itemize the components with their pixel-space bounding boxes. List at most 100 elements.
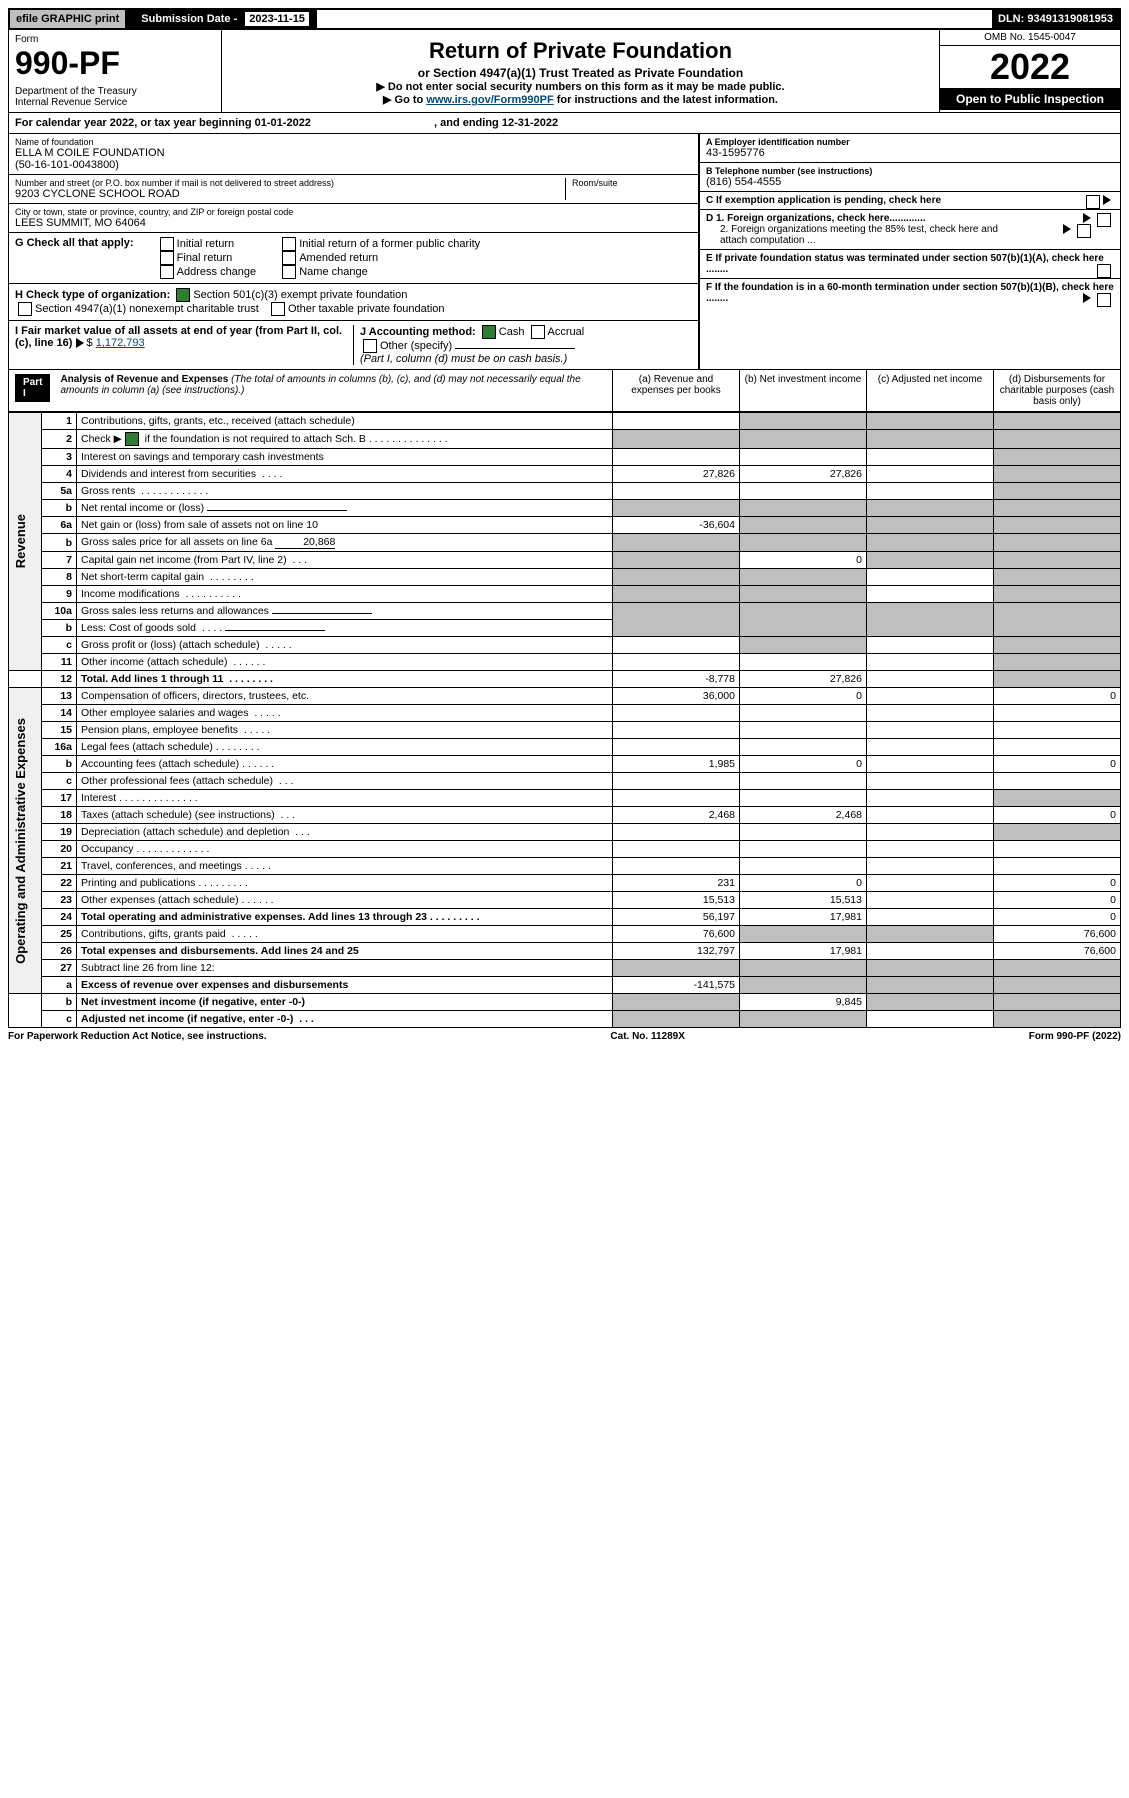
chk-f[interactable] xyxy=(1097,293,1111,307)
col-c-header: (c) Adjusted net income xyxy=(866,370,993,411)
main-table: Revenue 1Contributions, gifts, grants, e… xyxy=(8,412,1121,1028)
form-title: Return of Private Foundation xyxy=(228,38,933,64)
l18-b: 2,468 xyxy=(740,807,867,824)
l23-d: 0 xyxy=(994,892,1121,909)
cal-mid: , and ending xyxy=(434,117,502,129)
l24-b: 17,981 xyxy=(740,909,867,926)
dept-label: Department of the Treasury Internal Reve… xyxy=(15,86,215,108)
l25-a: 76,600 xyxy=(613,926,740,943)
line-7: Capital gain net income (from Part IV, l… xyxy=(81,554,287,566)
footer-right: Form 990-PF (2022) xyxy=(1029,1031,1121,1042)
line-15: Pension plans, employee benefits xyxy=(81,724,238,736)
line-11: Other income (attach schedule) xyxy=(81,656,228,668)
line-22: Printing and publications xyxy=(81,877,195,889)
revenue-label: Revenue xyxy=(13,504,28,578)
l27b-b: 9,845 xyxy=(740,994,867,1011)
line-9: Income modifications xyxy=(81,588,180,600)
line-25: Contributions, gifts, grants paid xyxy=(81,928,226,940)
note2-pre: ▶ Go to xyxy=(383,94,426,106)
fmv-link[interactable]: 1,172,793 xyxy=(96,337,145,349)
line-5b: Net rental income or (loss) xyxy=(81,502,204,514)
e-label: E If private foundation status was termi… xyxy=(706,253,1104,275)
j-label: J Accounting method: xyxy=(360,326,476,338)
info-block: Name of foundation ELLA M COILE FOUNDATI… xyxy=(8,134,1121,370)
line-8: Net short-term capital gain xyxy=(81,571,204,583)
city-state-zip: LEES SUMMIT, MO 64064 xyxy=(15,217,692,229)
tri-d1 xyxy=(1083,213,1091,223)
chk-e[interactable] xyxy=(1097,264,1111,278)
g-label: G Check all that apply: xyxy=(15,237,134,249)
h-o3: Other taxable private foundation xyxy=(288,303,445,315)
l24-a: 56,197 xyxy=(613,909,740,926)
opt-former: Initial return of a former public charit… xyxy=(299,238,480,250)
chk-other-method[interactable] xyxy=(363,339,377,353)
opt-addr: Address change xyxy=(177,266,257,278)
line-5a: Gross rents xyxy=(81,485,135,497)
part1-header: Part I Analysis of Revenue and Expenses … xyxy=(8,370,1121,412)
chk-amended[interactable] xyxy=(282,251,296,265)
opt-name: Name change xyxy=(299,266,368,278)
chk-cash[interactable] xyxy=(482,325,496,339)
chk-c[interactable] xyxy=(1086,195,1100,209)
chk-d1[interactable] xyxy=(1097,213,1111,227)
form-header: Form 990-PF Department of the Treasury I… xyxy=(8,30,1121,113)
line-26: Total expenses and disbursements. Add li… xyxy=(77,943,613,960)
col-a-header: (a) Revenue and expenses per books xyxy=(612,370,739,411)
j-cash: Cash xyxy=(499,326,525,338)
submission-date-value: 2023-11-15 xyxy=(245,12,309,26)
chk-schb[interactable] xyxy=(125,432,139,446)
l13-b: 0 xyxy=(740,688,867,705)
chk-d2[interactable] xyxy=(1077,224,1091,238)
l26-b: 17,981 xyxy=(740,943,867,960)
chk-accrual[interactable] xyxy=(531,325,545,339)
l4-a: 27,826 xyxy=(613,466,740,483)
open-public-badge: Open to Public Inspection xyxy=(940,88,1120,110)
omb-number: OMB No. 1545-0047 xyxy=(940,30,1120,46)
cal-begin: 01-01-2022 xyxy=(255,117,311,129)
l22-d: 0 xyxy=(994,875,1121,892)
note2-post: for instructions and the latest informat… xyxy=(557,94,778,106)
chk-other-taxable[interactable] xyxy=(271,302,285,316)
form-subtitle: or Section 4947(a)(1) Trust Treated as P… xyxy=(228,66,933,80)
part1-badge: Part I xyxy=(15,374,50,402)
submission-date: Submission Date - 2023-11-15 xyxy=(127,10,317,28)
j-accrual: Accrual xyxy=(548,326,585,338)
line-24: Total operating and administrative expen… xyxy=(81,911,427,923)
chk-address-change[interactable] xyxy=(160,265,174,279)
l23-b: 15,513 xyxy=(740,892,867,909)
instructions-link[interactable]: www.irs.gov/Form990PF xyxy=(426,94,553,106)
chk-final-return[interactable] xyxy=(160,251,174,265)
name-label: Name of foundation xyxy=(15,137,692,147)
line-6a: Net gain or (loss) from sale of assets n… xyxy=(77,517,613,534)
h-o1: Section 501(c)(3) exempt private foundat… xyxy=(193,289,407,301)
l13-a: 36,000 xyxy=(613,688,740,705)
d2-label: 2. Foreign organizations meeting the 85%… xyxy=(720,224,1020,246)
l6a-a: -36,604 xyxy=(613,517,740,534)
line-1: Contributions, gifts, grants, etc., rece… xyxy=(77,413,613,430)
chk-501c3[interactable] xyxy=(176,288,190,302)
j-note: (Part I, column (d) must be on cash basi… xyxy=(360,353,567,365)
l23-a: 15,513 xyxy=(613,892,740,909)
line-6b: Gross sales price for all assets on line… xyxy=(77,534,613,552)
chk-name-change[interactable] xyxy=(282,265,296,279)
line-10a: Gross sales less returns and allowances xyxy=(81,605,269,617)
efile-print-button[interactable]: efile GRAPHIC print xyxy=(10,10,127,28)
ein-value: 43-1595776 xyxy=(706,147,1114,159)
l26-a: 132,797 xyxy=(613,943,740,960)
line-27b: Net investment income (if negative, ente… xyxy=(81,996,305,1008)
line-21: Travel, conferences, and meetings xyxy=(81,860,242,872)
chk-4947[interactable] xyxy=(18,302,32,316)
c-label: C If exemption application is pending, c… xyxy=(706,195,941,206)
f-label: F If the foundation is in a 60-month ter… xyxy=(706,282,1114,304)
line-2: Check ▶ if the foundation is not require… xyxy=(77,430,613,449)
l12-b: 27,826 xyxy=(740,671,867,688)
form-note-1: ▶ Do not enter social security numbers o… xyxy=(228,80,933,93)
b-label: B Telephone number (see instructions) xyxy=(706,166,1114,176)
line-19: Depreciation (attach schedule) and deple… xyxy=(81,826,289,838)
chk-initial-former[interactable] xyxy=(282,237,296,251)
line-17: Interest xyxy=(81,792,116,804)
i-label: I Fair market value of all assets at end… xyxy=(15,325,342,349)
phone-value: (816) 554-4555 xyxy=(706,176,1114,188)
chk-initial-return[interactable] xyxy=(160,237,174,251)
footer: For Paperwork Reduction Act Notice, see … xyxy=(8,1028,1121,1045)
